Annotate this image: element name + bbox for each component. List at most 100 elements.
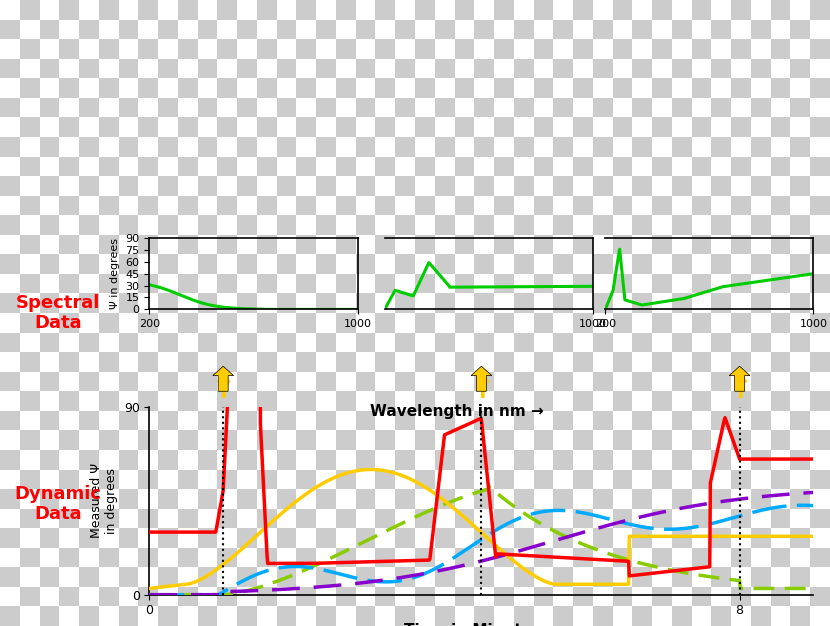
Bar: [771, 607, 790, 626]
Bar: [79, 195, 99, 215]
Bar: [296, 528, 316, 548]
Bar: [139, 274, 158, 294]
Bar: [178, 372, 198, 391]
Bar: [0, 19, 20, 39]
Bar: [158, 391, 178, 411]
Bar: [356, 274, 375, 294]
Bar: [731, 352, 751, 372]
Bar: [652, 372, 672, 391]
Bar: [276, 176, 296, 195]
Bar: [139, 254, 158, 274]
Bar: [672, 294, 691, 313]
Bar: [711, 254, 731, 274]
Bar: [316, 78, 336, 98]
Bar: [691, 137, 711, 156]
Bar: [613, 352, 632, 372]
Bar: [79, 587, 99, 607]
Bar: [395, 78, 415, 98]
Bar: [613, 431, 632, 450]
Bar: [0, 59, 20, 78]
Bar: [79, 431, 99, 450]
Bar: [691, 567, 711, 587]
Bar: [494, 274, 514, 294]
Bar: [139, 19, 158, 39]
Bar: [455, 587, 474, 607]
Bar: [178, 98, 198, 118]
Bar: [59, 137, 79, 156]
Bar: [296, 489, 316, 508]
Bar: [613, 508, 632, 528]
Bar: [356, 508, 375, 528]
Bar: [59, 567, 79, 587]
Bar: [554, 528, 573, 548]
Bar: [691, 607, 711, 626]
Bar: [632, 235, 652, 254]
Bar: [395, 352, 415, 372]
Bar: [178, 118, 198, 137]
Bar: [237, 332, 257, 352]
Bar: [731, 195, 751, 215]
Bar: [257, 215, 276, 235]
Bar: [573, 137, 593, 156]
Bar: [375, 39, 395, 59]
Bar: [20, 0, 40, 19]
Bar: [652, 508, 672, 528]
Bar: [40, 78, 59, 98]
Bar: [198, 352, 217, 372]
Bar: [356, 313, 375, 332]
Bar: [455, 470, 474, 489]
Bar: [711, 235, 731, 254]
Bar: [296, 0, 316, 19]
Bar: [0, 567, 20, 587]
Bar: [474, 567, 494, 587]
Bar: [494, 195, 514, 215]
Bar: [40, 352, 59, 372]
Bar: [415, 254, 435, 274]
Bar: [652, 19, 672, 39]
Bar: [158, 548, 178, 567]
Bar: [711, 39, 731, 59]
Bar: [40, 313, 59, 332]
Bar: [534, 450, 554, 470]
Bar: [593, 215, 613, 235]
Bar: [356, 98, 375, 118]
Bar: [0, 294, 20, 313]
Bar: [237, 587, 257, 607]
Bar: [711, 176, 731, 195]
Bar: [40, 587, 59, 607]
Bar: [356, 19, 375, 39]
Bar: [178, 39, 198, 59]
Bar: [257, 254, 276, 274]
Bar: [237, 411, 257, 431]
Bar: [554, 548, 573, 567]
Bar: [810, 508, 830, 528]
Bar: [751, 39, 771, 59]
Bar: [198, 19, 217, 39]
Bar: [415, 274, 435, 294]
Bar: [652, 176, 672, 195]
Bar: [198, 508, 217, 528]
Bar: [672, 548, 691, 567]
Bar: [652, 332, 672, 352]
Bar: [455, 391, 474, 411]
Bar: [257, 587, 276, 607]
Bar: [237, 176, 257, 195]
Bar: [395, 156, 415, 176]
Bar: [435, 489, 455, 508]
Bar: [217, 235, 237, 254]
Bar: [711, 78, 731, 98]
Bar: [79, 156, 99, 176]
Bar: [336, 137, 356, 156]
Bar: [178, 274, 198, 294]
Bar: [395, 59, 415, 78]
Bar: [435, 254, 455, 274]
Bar: [395, 372, 415, 391]
Bar: [672, 372, 691, 391]
Bar: [435, 39, 455, 59]
Bar: [554, 215, 573, 235]
Bar: [375, 431, 395, 450]
Bar: [20, 235, 40, 254]
Bar: [435, 19, 455, 39]
Bar: [99, 508, 119, 528]
Bar: [494, 215, 514, 235]
